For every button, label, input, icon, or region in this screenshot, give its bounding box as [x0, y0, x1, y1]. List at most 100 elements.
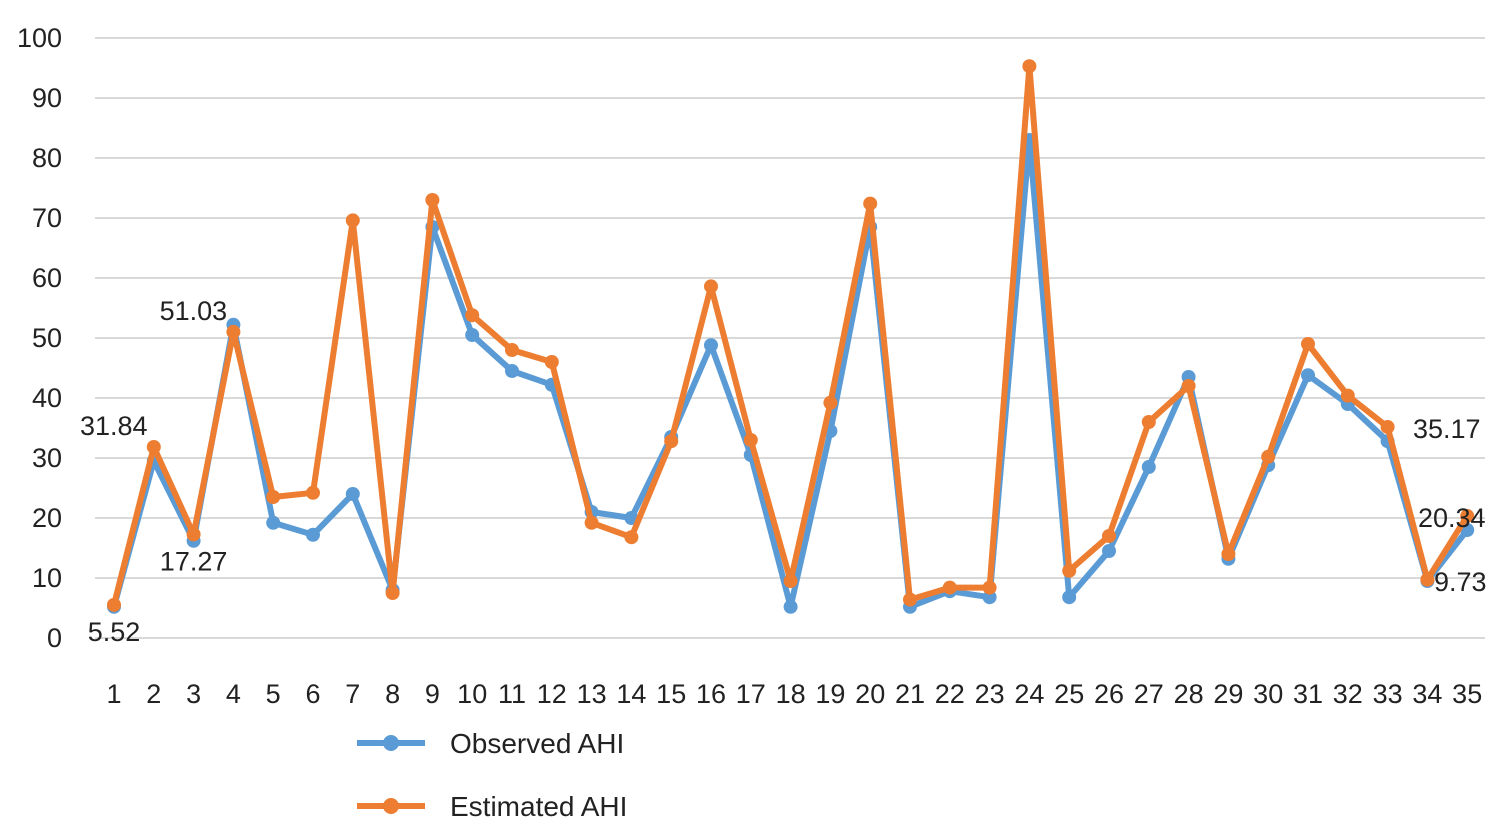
- data-point: [1141, 460, 1156, 474]
- data-point: [266, 515, 281, 530]
- x-tick-label: 27: [1134, 679, 1164, 709]
- data-point: [1340, 388, 1355, 403]
- x-tick-label: 5: [266, 679, 281, 709]
- x-tick-label: 30: [1253, 679, 1283, 709]
- data-point: [1380, 419, 1395, 434]
- series-lines: [107, 59, 1475, 614]
- data-point: [783, 574, 798, 588]
- data-point: [186, 527, 201, 542]
- data-point: [704, 338, 718, 353]
- legend-label: Estimated AHI: [450, 791, 627, 822]
- x-tick-label: 32: [1333, 679, 1363, 709]
- data-point: [146, 439, 161, 454]
- x-tick-label: 26: [1094, 679, 1124, 709]
- x-tick-label: 19: [815, 679, 845, 709]
- y-tick-label: 30: [32, 443, 62, 473]
- data-point: [465, 328, 480, 342]
- data-point: [306, 485, 320, 500]
- data-point: [1460, 508, 1475, 523]
- data-point: [823, 395, 838, 410]
- legend-item-estimated: Estimated AHI: [357, 791, 627, 822]
- legend-swatch-marker: [383, 735, 399, 751]
- data-point: [584, 515, 599, 530]
- data-label: 5.52: [88, 617, 141, 647]
- x-tick-label: 14: [616, 679, 646, 709]
- x-tick-label: 7: [345, 679, 360, 709]
- x-tick-label: 10: [457, 679, 487, 709]
- legend-swatch-marker: [383, 798, 399, 814]
- x-tick-label: 8: [385, 679, 400, 709]
- x-tick-label: 16: [696, 679, 726, 709]
- x-tick-label: 35: [1452, 679, 1482, 709]
- y-tick-label: 40: [32, 383, 62, 413]
- data-point: [1221, 547, 1236, 561]
- data-point: [345, 487, 360, 501]
- y-tick-label: 90: [32, 83, 62, 113]
- data-point: [704, 279, 718, 294]
- data-point: [505, 343, 519, 357]
- gridlines: [95, 37, 1485, 639]
- data-point: [226, 324, 241, 339]
- data-point: [982, 590, 997, 605]
- data-point: [1261, 449, 1276, 464]
- data-point: [505, 364, 519, 378]
- data-point: [1420, 572, 1435, 587]
- data-point: [624, 530, 639, 545]
- data-point: [544, 355, 559, 369]
- x-tick-label: 9: [425, 679, 440, 709]
- data-point: [982, 580, 997, 595]
- data-label: 17.27: [160, 546, 228, 576]
- data-point: [863, 196, 878, 211]
- data-point: [1102, 529, 1116, 543]
- y-tick-label: 0: [47, 623, 62, 653]
- x-tick-label: 15: [656, 679, 686, 709]
- data-point: [1301, 337, 1315, 351]
- data-point: [942, 580, 957, 595]
- data-point: [743, 433, 758, 447]
- x-axis-ticks: 1 2 3 4 5 6 7 8 9 10 11 12 13 14 15 16 17 18 19 20 21 22 23 24 2…: [106, 679, 1482, 709]
- y-tick-label: 20: [32, 503, 62, 533]
- data-point: [345, 213, 360, 228]
- data-point: [306, 527, 320, 542]
- legend-label: Observed AHI: [450, 728, 624, 759]
- data-point: [783, 599, 798, 614]
- data-label: 20.34: [1418, 503, 1486, 533]
- data-point: [1062, 563, 1077, 578]
- x-tick-label: 6: [305, 679, 320, 709]
- x-tick-label: 13: [577, 679, 607, 709]
- x-tick-label: 31: [1293, 679, 1323, 709]
- y-tick-label: 100: [17, 23, 62, 53]
- y-tick-label: 10: [32, 563, 62, 593]
- y-axis-ticks: 0 10 20 30 40 50 60 70 80 90 100: [17, 23, 62, 653]
- x-tick-label: 23: [975, 679, 1005, 709]
- x-tick-label: 11: [498, 679, 526, 709]
- y-tick-label: 60: [32, 263, 62, 293]
- x-tick-label: 1: [106, 679, 121, 709]
- x-tick-label: 12: [537, 679, 567, 709]
- data-label: 51.03: [160, 296, 228, 326]
- x-tick-label: 33: [1373, 679, 1403, 709]
- y-tick-label: 80: [32, 143, 62, 173]
- data-point: [107, 597, 121, 612]
- x-tick-label: 25: [1054, 679, 1084, 709]
- x-tick-label: 2: [146, 679, 161, 709]
- data-label: 31.84: [80, 411, 148, 441]
- data-point: [1301, 368, 1315, 383]
- data-point: [1102, 544, 1116, 558]
- data-point: [465, 308, 480, 323]
- x-tick-label: 22: [935, 679, 965, 709]
- series-estimated: [107, 59, 1475, 612]
- data-point: [664, 434, 679, 449]
- x-tick-label: 24: [1014, 679, 1044, 709]
- data-point: [1022, 59, 1037, 74]
- y-tick-label: 70: [32, 203, 62, 233]
- x-tick-label: 3: [186, 679, 201, 709]
- data-label: 35.17: [1413, 414, 1481, 444]
- data-point: [1062, 590, 1077, 605]
- x-tick-label: 4: [226, 679, 241, 709]
- data-label: 9.73: [1434, 567, 1487, 597]
- x-tick-label: 17: [736, 679, 766, 709]
- data-point: [425, 193, 440, 207]
- x-tick-label: 29: [1213, 679, 1243, 709]
